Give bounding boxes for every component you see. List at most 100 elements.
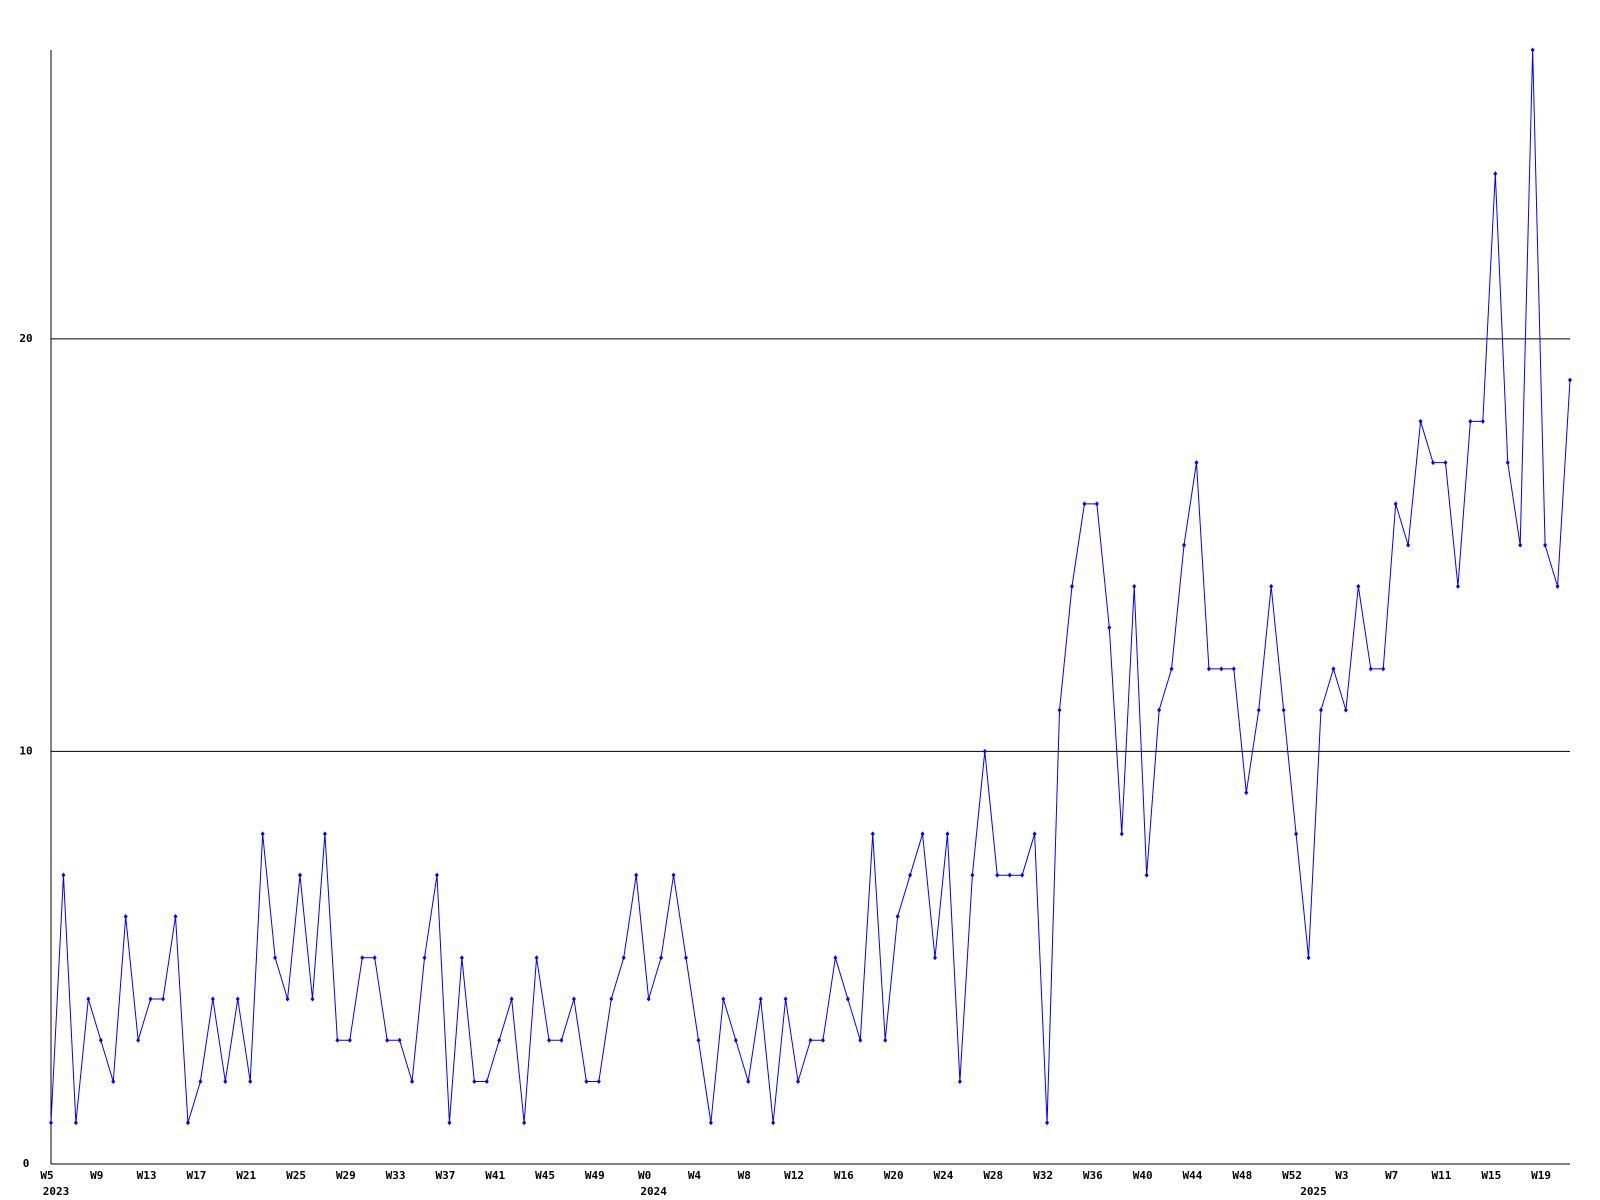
point-marker (161, 996, 166, 1002)
point-marker (1157, 707, 1162, 713)
x-tick-label: W11 (1432, 1169, 1452, 1182)
point-marker (584, 1078, 589, 1084)
x-tick-label: W21 (236, 1169, 256, 1182)
point-marker (733, 1037, 738, 1043)
x-tick-label: W17 (186, 1169, 206, 1182)
point-marker (1518, 542, 1523, 548)
point-marker (1368, 666, 1373, 672)
x-tick-label: W8 (738, 1169, 751, 1182)
point-marker (908, 872, 913, 878)
point-marker (86, 996, 91, 1002)
point-marker (1418, 418, 1423, 424)
point-marker (1431, 460, 1436, 466)
point-marker (1568, 377, 1572, 383)
point-marker (73, 1120, 78, 1126)
point-marker (1032, 831, 1037, 837)
x-tick-label: W19 (1531, 1169, 1551, 1182)
point-marker (285, 996, 290, 1002)
point-marker (260, 831, 265, 837)
x-year-label: 2023 (43, 1185, 70, 1198)
point-marker (497, 1037, 502, 1043)
point-marker (385, 1037, 390, 1043)
x-tick-label: W44 (1183, 1169, 1203, 1182)
point-marker (484, 1078, 489, 1084)
point-marker (746, 1078, 751, 1084)
point-marker (447, 1120, 452, 1126)
point-marker (1455, 583, 1460, 589)
point-marker (360, 955, 365, 961)
x-tick-label: W49 (585, 1169, 605, 1182)
point-marker (1381, 666, 1386, 672)
y-tick-label: 20 (19, 332, 32, 345)
point-marker (148, 996, 153, 1002)
point-marker (634, 872, 639, 878)
point-marker (185, 1120, 190, 1126)
x-tick-label: W13 (137, 1169, 157, 1182)
point-marker (1244, 790, 1249, 796)
point-marker (1094, 501, 1099, 507)
point-marker (534, 955, 539, 961)
point-marker (1306, 955, 1311, 961)
point-marker (1107, 625, 1112, 631)
point-marker (235, 996, 240, 1002)
line (50, 49, 1571, 1123)
point-marker (1281, 707, 1286, 713)
point-marker (223, 1078, 228, 1084)
x-tick-label: W37 (435, 1169, 455, 1182)
point-marker (509, 996, 514, 1002)
point-marker (547, 1037, 552, 1043)
point-marker (472, 1078, 477, 1084)
point-marker (696, 1037, 701, 1043)
point-marker (1045, 1120, 1050, 1126)
point-marker (571, 996, 576, 1002)
point-marker (422, 955, 427, 961)
point-marker (596, 1078, 601, 1084)
point-marker (1119, 831, 1124, 837)
point-marker (1144, 872, 1149, 878)
point-marker (982, 748, 987, 754)
x-tick-label: W16 (834, 1169, 854, 1182)
point-marker (98, 1037, 103, 1043)
x-tick-label: W7 (1385, 1169, 1398, 1182)
x-tick-label: W5 (40, 1169, 53, 1182)
point-marker (372, 955, 377, 961)
point-marker (459, 955, 464, 961)
point-marker (833, 955, 838, 961)
point-marker (1057, 707, 1062, 713)
point-marker (609, 996, 614, 1002)
point-marker (1169, 666, 1174, 672)
point-marker (434, 872, 439, 878)
point-marker (858, 1037, 863, 1043)
point-marker (945, 831, 950, 837)
point-marker (708, 1120, 713, 1126)
point-marker (410, 1078, 415, 1084)
point-marker (1356, 583, 1361, 589)
point-marker (621, 955, 626, 961)
point-marker (883, 1037, 888, 1043)
point-marker (783, 996, 788, 1002)
x-tick-label: W45 (535, 1169, 555, 1182)
point-marker (1082, 501, 1087, 507)
point-marker (820, 1037, 825, 1043)
x-tick-label: W40 (1133, 1169, 1153, 1182)
x-tick-label: W33 (386, 1169, 406, 1182)
point-marker (671, 872, 676, 878)
point-marker (758, 996, 763, 1002)
point-marker (1132, 583, 1137, 589)
point-marker (1219, 666, 1224, 672)
x-tick-label: W52 (1282, 1169, 1302, 1182)
point-marker (796, 1078, 801, 1084)
x-year-label: 2024 (640, 1185, 667, 1198)
point-marker (273, 955, 278, 961)
x-tick-label: W25 (286, 1169, 306, 1182)
point-marker (1530, 47, 1535, 53)
x-tick-label: W41 (485, 1169, 505, 1182)
point-marker (1206, 666, 1211, 672)
point-marker (1269, 583, 1274, 589)
point-marker (322, 831, 327, 837)
x-tick-label: W48 (1232, 1169, 1252, 1182)
point-marker (1493, 171, 1498, 177)
x-tick-label: W15 (1481, 1169, 1501, 1182)
point-marker (173, 913, 178, 919)
